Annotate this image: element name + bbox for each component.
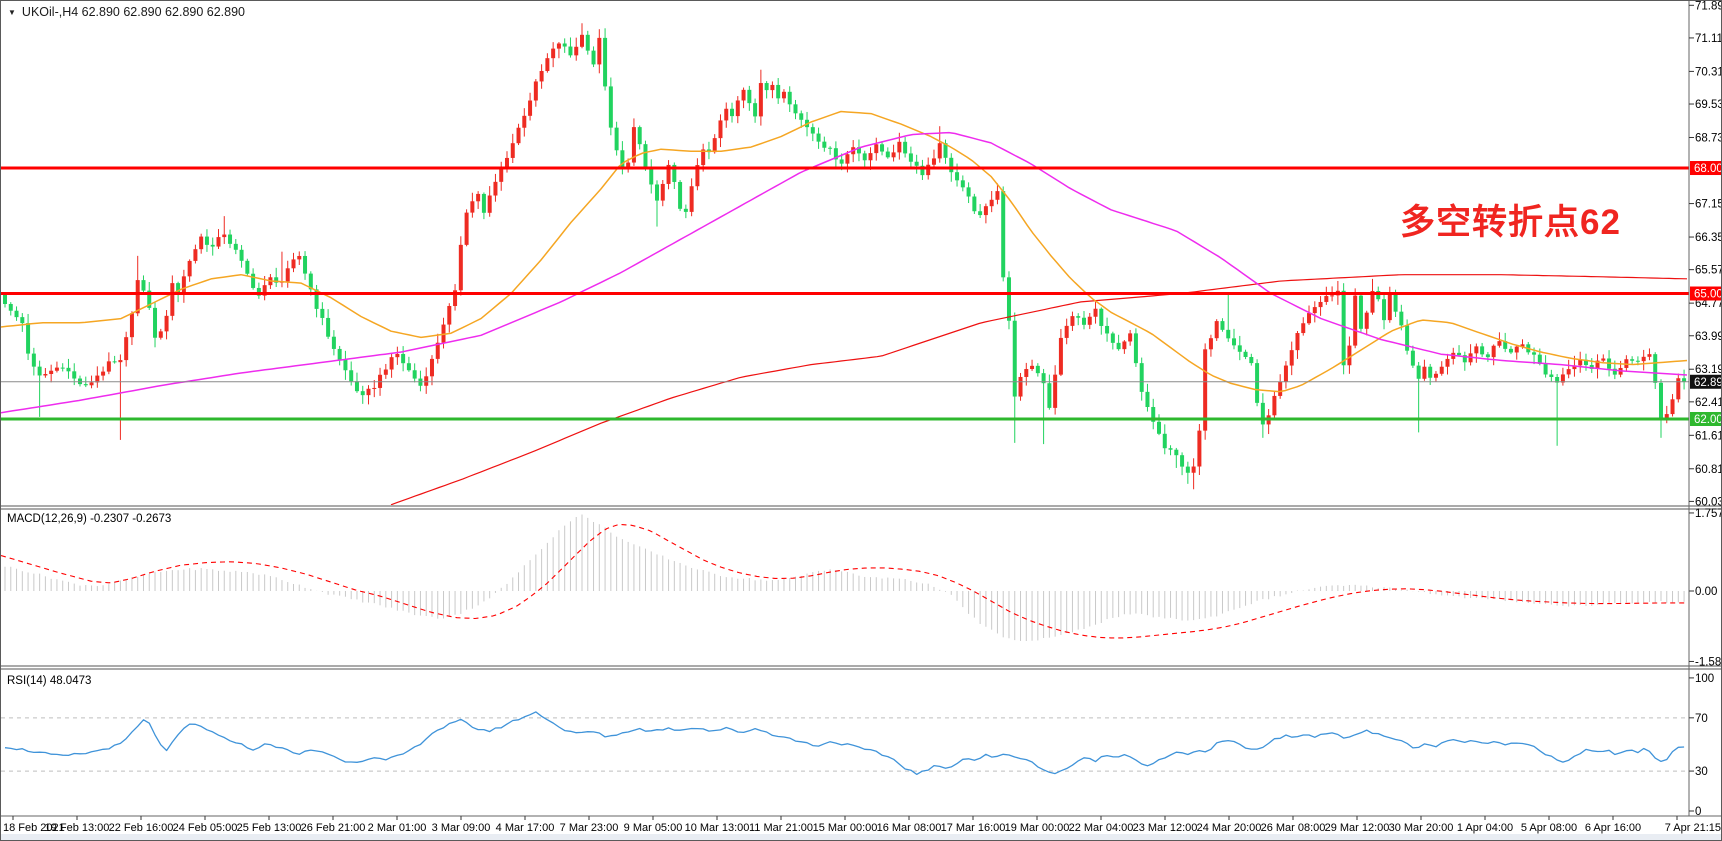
time-tick-label: 23 Mar 12:00 bbox=[1133, 822, 1198, 834]
price-tick-label: 60.810 bbox=[1695, 464, 1722, 476]
level-badge-62.000 bbox=[1690, 411, 1721, 426]
macd-tick-label: -1.5867 bbox=[1695, 656, 1722, 668]
price-tick-label: 68.730 bbox=[1695, 132, 1722, 144]
time-tick-label: 2 Mar 01:00 bbox=[368, 822, 427, 834]
price-tick-label: 71.890 bbox=[1695, 1, 1722, 12]
time-tick-label: 7 Apr 21:15 bbox=[1665, 822, 1721, 834]
time-tick-label: 5 Apr 08:00 bbox=[1521, 822, 1577, 834]
price-tick-label: 63.190 bbox=[1695, 364, 1722, 376]
time-tick-label: 10 Mar 13:00 bbox=[685, 822, 750, 834]
price-tick-label: 61.610 bbox=[1695, 430, 1722, 442]
chart-title-bar[interactable]: ▼ UKOil-,H4 62.890 62.890 62.890 62.890 bbox=[8, 5, 245, 19]
macd-tick-label: 0.00 bbox=[1695, 586, 1717, 598]
main-price-panel bbox=[1, 23, 1689, 505]
level-badge-65.000-label: 65.000 bbox=[1694, 289, 1722, 301]
price-tick-label: 62.410 bbox=[1695, 397, 1722, 409]
rsi-tick-label: 100 bbox=[1695, 673, 1714, 685]
price-tick-label: 64.770 bbox=[1695, 298, 1722, 310]
symbol-dropdown-icon[interactable]: ▼ bbox=[8, 7, 16, 17]
rsi-tick-label: 70 bbox=[1695, 713, 1708, 725]
time-tick-label: 7 Mar 23:00 bbox=[560, 822, 619, 834]
macd-label: MACD(12,26,9) -0.2307 -0.2673 bbox=[7, 513, 171, 525]
symbol-ohlc-label: UKOil-,H4 62.890 62.890 62.890 62.890 bbox=[21, 5, 245, 19]
time-tick-label: 16 Mar 08:00 bbox=[877, 822, 942, 834]
level-badge-62.000-label: 62.000 bbox=[1694, 414, 1722, 426]
time-tick-label: 22 Feb 16:00 bbox=[109, 822, 174, 834]
macd-panel: MACD(12,26,9) -0.2307 -0.2673 bbox=[1, 513, 1687, 641]
time-tick-label: 29 Mar 12:00 bbox=[1325, 822, 1390, 834]
time-tick-label: 6 Apr 16:00 bbox=[1585, 822, 1641, 834]
rsi-tick-label: 30 bbox=[1695, 766, 1708, 778]
current-price-badge bbox=[1690, 374, 1721, 389]
annotation-text: 多空转折点62 bbox=[1400, 203, 1621, 242]
time-tick-label: 30 Mar 20:00 bbox=[1389, 822, 1454, 834]
macd-tick-label: 1.7579 bbox=[1695, 508, 1722, 520]
time-tick-label: 24 Mar 20:00 bbox=[1197, 822, 1262, 834]
time-tick-label: 26 Feb 21:00 bbox=[301, 822, 366, 834]
time-tick-label: 26 Mar 08:00 bbox=[1261, 822, 1326, 834]
time-tick-label: 4 Mar 17:00 bbox=[496, 822, 555, 834]
time-tick-label: 22 Mar 04:00 bbox=[1069, 822, 1134, 834]
time-tick-label: 25 Feb 13:00 bbox=[237, 822, 302, 834]
candlesticks bbox=[3, 23, 1687, 490]
time-tick-label: 1 Apr 04:00 bbox=[1457, 822, 1513, 834]
time-tick-label: 17 Mar 16:00 bbox=[941, 822, 1006, 834]
price-tick-label: 60.030 bbox=[1695, 496, 1722, 508]
time-tick-label: 19 Feb 13:00 bbox=[45, 822, 110, 834]
rsi-tick-label: 0 bbox=[1695, 806, 1701, 818]
price-tick-label: 65.570 bbox=[1695, 265, 1722, 277]
time-tick-label: 19 Mar 00:00 bbox=[1005, 822, 1070, 834]
time-tick-label: 3 Mar 09:00 bbox=[432, 822, 491, 834]
price-tick-label: 63.990 bbox=[1695, 331, 1722, 343]
current-price-badge-label: 62.890 bbox=[1694, 377, 1722, 389]
price-tick-label: 70.310 bbox=[1695, 66, 1722, 78]
rsi-label: RSI(14) 48.0473 bbox=[7, 675, 91, 687]
price-tick-label: 71.110 bbox=[1695, 33, 1722, 45]
window-footer-strip bbox=[1, 834, 1721, 840]
price-tick-label: 67.150 bbox=[1695, 199, 1722, 211]
price-axis: 71.890 71.110 70.310 69.530 68.730 67.150 66.3… bbox=[1688, 1, 1722, 818]
price-tick-label: 66.350 bbox=[1695, 232, 1722, 244]
price-tick-label: 69.530 bbox=[1695, 99, 1722, 111]
level-badge-68.000-label: 68.000 bbox=[1694, 163, 1722, 175]
level-badge-68.000 bbox=[1690, 161, 1721, 176]
rsi-panel: RSI(14) 48.0473 bbox=[1, 675, 1689, 776]
time-tick-label: 18 Feb 2021 bbox=[3, 822, 65, 834]
time-tick-label: 15 Mar 00:00 bbox=[813, 822, 878, 834]
time-tick-label: 9 Mar 05:00 bbox=[624, 822, 683, 834]
time-tick-label: 11 Mar 21:00 bbox=[749, 822, 813, 834]
level-badge-65.000 bbox=[1690, 286, 1721, 301]
time-tick-label: 24 Feb 05:00 bbox=[173, 822, 238, 834]
